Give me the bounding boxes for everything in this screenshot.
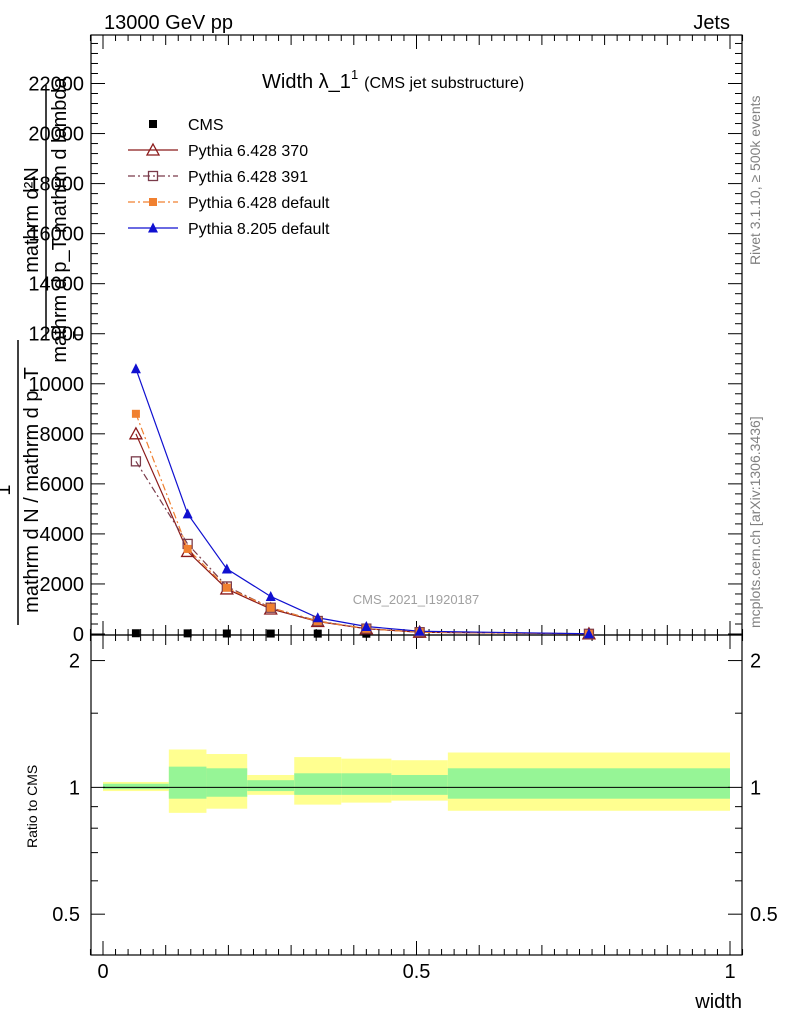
legend-label: Pythia 6.428 370 <box>188 143 308 160</box>
series-line-2 <box>135 461 589 635</box>
data-point-4 <box>265 590 276 601</box>
y-label-top-sub: T <box>70 331 85 339</box>
y-axis-label: mathrm d²N mathrm d p_T mathrm d lambda … <box>0 76 85 625</box>
y-tick-label: 12000 <box>28 324 84 346</box>
data-point-2 <box>265 602 276 613</box>
legend-label: Pythia 8.205 default <box>188 221 330 238</box>
ratio-tick-label-left: 0.5 <box>52 904 80 926</box>
ratio-band-green <box>447 768 730 799</box>
ratio-band-green <box>341 773 392 795</box>
legend-marker <box>147 170 159 182</box>
ratio-band-green <box>391 774 448 795</box>
x-tick-label: 0.5 <box>403 961 431 983</box>
ratio-y-axis-label: Ratio to CMS <box>24 765 40 848</box>
y-label-bottom-numer: 1 <box>0 484 15 495</box>
y-tick-label: 6000 <box>40 474 85 496</box>
chart-title-sup: 1 <box>351 67 358 82</box>
y-label-top-numer: mathrm d²N <box>21 167 43 273</box>
data-point-1 <box>128 426 144 440</box>
data-point-2 <box>130 456 142 467</box>
y-tick-label: 22000 <box>28 74 84 96</box>
series-lines <box>135 368 589 635</box>
header-jets-label: Jets <box>693 12 730 34</box>
data-point-0 <box>131 629 140 638</box>
legend-marker <box>149 198 157 206</box>
legend: CMS Pythia 6.428 370 Pythia 6.428 391 Pythi… <box>128 117 330 238</box>
series-markers <box>128 363 597 640</box>
data-point-0 <box>222 629 231 638</box>
y-tick-label: 2000 <box>40 574 85 596</box>
ratio-tick-label-left: 1 <box>69 777 80 799</box>
axis-ticks: 0 0.5 1 0 2000 4000 6000 8000 10000 12000 14000 160… <box>28 35 778 983</box>
x-tick-label: 0 <box>97 961 108 983</box>
x-axis-label: width <box>694 991 742 1013</box>
y-tick-label: 18000 <box>28 174 84 196</box>
mcplots-reference-label: mcplots.cern.ch [arXiv:1306.3436] <box>747 416 763 628</box>
ratio-tick-label-left: 2 <box>69 651 80 673</box>
header-energy-label: 13000 GeV pp <box>104 12 233 34</box>
data-point-3 <box>266 603 275 612</box>
data-point-4 <box>583 628 594 639</box>
ratio-tick-label-right: 0.5 <box>750 904 778 926</box>
legend-label: Pythia 6.428 391 <box>188 169 308 186</box>
y-tick-label: 0 <box>73 624 84 646</box>
series-line-4 <box>135 368 589 635</box>
y-tick-label: 14000 <box>28 274 84 296</box>
legend-marker <box>148 222 158 233</box>
data-point-3 <box>183 544 192 553</box>
legend-label: CMS <box>188 117 224 134</box>
ratio-tick-label-right: 1 <box>750 777 761 799</box>
y-label-top-denom: mathrm d p_T mathrm d lambda <box>49 76 71 362</box>
chart-title-main: Width λ_1 <box>262 71 351 93</box>
ratio-band-green <box>103 783 169 790</box>
y-tick-label: 10000 <box>28 374 84 396</box>
data-point-4 <box>414 625 425 636</box>
series-line-3 <box>135 413 589 635</box>
ratio-band-green <box>247 780 295 792</box>
data-point-3 <box>222 583 231 592</box>
legend-marker <box>145 142 161 156</box>
data-point-4 <box>182 508 193 519</box>
chart-title: Width λ_11 (CMS jet substructure) <box>262 67 524 93</box>
y-tick-label: 4000 <box>40 524 85 546</box>
data-point-0 <box>313 629 322 638</box>
y-label-bottom-denom: mathrm d N / mathrm d p_T <box>21 367 43 613</box>
chart-subtitle: (CMS jet substructure) <box>364 75 524 92</box>
ratio-band-green <box>294 773 342 795</box>
x-tick-label: 1 <box>724 961 735 983</box>
ratio-bands <box>103 749 730 813</box>
analysis-watermark: CMS_2021_I1920187 <box>353 592 480 607</box>
ratio-band-green <box>206 768 248 797</box>
y-tick-label: 20000 <box>28 124 84 146</box>
data-point-4 <box>361 620 372 631</box>
y-tick-label: 16000 <box>28 224 84 246</box>
legend-label: Pythia 6.428 default <box>188 195 330 212</box>
legend-marker <box>149 120 157 128</box>
data-point-4 <box>130 363 141 374</box>
data-point-4 <box>221 563 232 574</box>
data-point-3 <box>131 409 140 418</box>
y-tick-label: 8000 <box>40 424 85 446</box>
data-point-0 <box>183 629 192 638</box>
data-point-4 <box>312 612 323 623</box>
rivet-version-label: Rivet 3.1.10, ≥ 500k events <box>747 95 763 265</box>
data-point-0 <box>266 629 275 638</box>
ratio-tick-label-right: 2 <box>750 651 761 673</box>
ratio-band-green <box>168 766 207 799</box>
